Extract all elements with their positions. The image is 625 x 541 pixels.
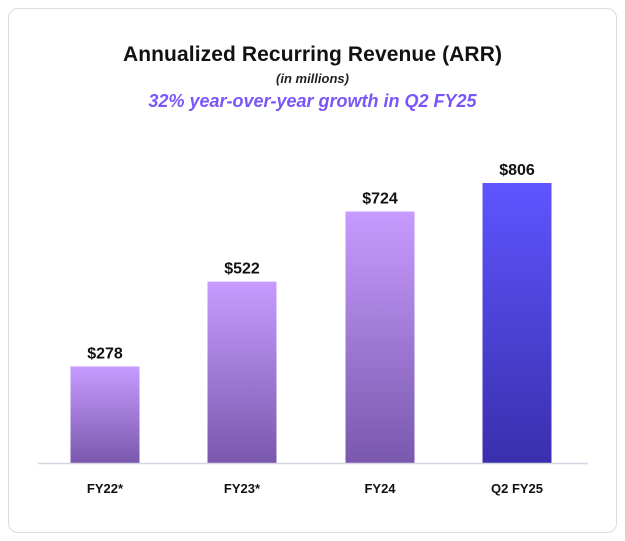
bar-fy22 bbox=[70, 366, 140, 463]
tick-label-fy22: FY22* bbox=[87, 481, 124, 496]
bar-fy24 bbox=[345, 211, 415, 463]
bar-q2-fy25 bbox=[482, 183, 552, 463]
data-label-fy24: $724 bbox=[362, 190, 398, 207]
data-label-fy22: $278 bbox=[87, 345, 123, 362]
growth-annotation: 32% year-over-year growth in Q2 FY25 bbox=[148, 91, 477, 111]
bar-fy23 bbox=[207, 281, 277, 463]
tick-label-q2-fy25: Q2 FY25 bbox=[491, 481, 543, 496]
tick-label-fy23: FY23* bbox=[224, 481, 261, 496]
chart-title: Annualized Recurring Revenue (ARR) bbox=[122, 43, 503, 66]
chart-subtitle: (in millions) bbox=[276, 71, 349, 86]
tick-label-fy24: FY24 bbox=[364, 481, 396, 496]
data-label-q2-fy25: $806 bbox=[499, 162, 535, 179]
data-label-fy23: $522 bbox=[224, 261, 260, 278]
